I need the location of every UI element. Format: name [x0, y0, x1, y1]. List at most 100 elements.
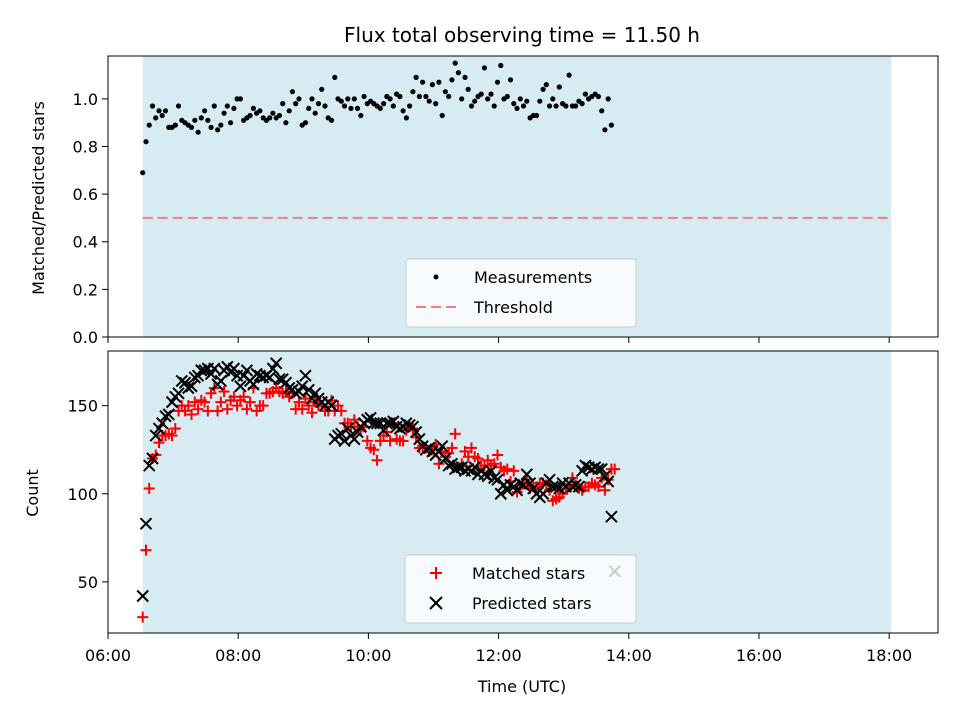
measurement-point — [429, 82, 435, 88]
legend-matched-label: Matched stars — [472, 564, 585, 583]
measurement-point — [211, 103, 217, 109]
matched-stars-point — [397, 435, 409, 447]
measurement-point — [208, 124, 214, 130]
predicted-stars-point — [383, 417, 397, 430]
measurement-point — [312, 110, 318, 116]
y-tick-label: 100 — [67, 485, 98, 504]
measurement-point — [439, 112, 445, 119]
measurement-point — [149, 103, 156, 109]
matched-stars-point — [221, 403, 233, 415]
matched-stars-point — [501, 463, 513, 475]
matched-stars-point — [215, 396, 227, 408]
matched-stars-point — [384, 435, 396, 447]
bottom-y-ticks: 50 100 150 — [67, 397, 108, 592]
measurement-point — [449, 77, 455, 83]
predicted-stars-point — [409, 425, 423, 439]
measurement-point — [267, 115, 273, 121]
predicted-stars-point — [325, 399, 338, 412]
measurement-point — [358, 112, 364, 119]
predicted-stars-point — [302, 383, 315, 396]
matched-stars-point — [169, 423, 181, 435]
measurement-point — [341, 103, 348, 109]
matched-stars-point — [202, 405, 214, 417]
y-tick-label: 150 — [67, 397, 98, 416]
measurement-point — [446, 93, 452, 100]
matched-stars-point — [368, 444, 380, 456]
measurement-point — [481, 65, 488, 71]
measurement-point — [390, 103, 396, 109]
top-x-ticks — [107, 337, 890, 343]
measurement-point — [462, 74, 468, 80]
measurement-point — [465, 86, 471, 92]
measurement-point — [153, 115, 159, 121]
measurement-point — [491, 103, 497, 109]
measurement-point — [387, 96, 393, 102]
measurement-point — [494, 79, 501, 85]
measurement-point — [202, 108, 208, 114]
top-panel-frame — [107, 55, 939, 338]
measurement-point — [573, 103, 579, 109]
measurement-point — [231, 105, 237, 111]
y-tick-label: 0.6 — [73, 185, 98, 204]
predicted-stars-point — [156, 417, 169, 430]
matched-stars-point — [299, 393, 311, 405]
predicted-stars-series — [136, 357, 621, 603]
measurement-point — [143, 139, 149, 145]
measurement-point — [198, 115, 204, 121]
measurement-point — [517, 96, 523, 102]
predicted-stars-point — [182, 381, 195, 395]
predicted-stars-point — [452, 461, 465, 474]
measurement-point — [322, 103, 328, 109]
bottom-panel-frame — [107, 350, 939, 634]
predicted-stars-point — [227, 362, 241, 375]
predicted-stars-point — [435, 439, 449, 453]
measurement-point — [286, 108, 292, 114]
measurement-point — [582, 91, 589, 97]
predicted-stars-point — [579, 459, 592, 472]
predicted-stars-point — [549, 480, 563, 493]
measurement-point — [416, 93, 422, 100]
measurement-point — [345, 96, 351, 102]
matched-stars-point — [228, 391, 240, 403]
bottom-x-ticks: 06:00 08:00 10:00 12:00 14:00 16:00 18:00 — [85, 633, 912, 665]
measurement-point — [221, 110, 227, 116]
measurement-point — [338, 98, 344, 104]
measurement-point — [436, 79, 442, 85]
measurement-point — [283, 120, 289, 126]
legend-threshold-label: Threshold — [473, 298, 553, 317]
x-tick-label: 12:00 — [476, 646, 522, 665]
matched-stars-point — [599, 484, 611, 496]
matched-stars-point — [492, 449, 504, 461]
measurement-point — [553, 103, 559, 109]
bottom-legend: Matched stars Predicted stars — [404, 554, 637, 624]
predicted-stars-point — [361, 413, 374, 426]
matched-stars-point — [472, 453, 484, 465]
predicted-stars-point — [149, 429, 162, 442]
y-tick-label: 1.0 — [73, 90, 98, 109]
matched-stars-point — [508, 465, 520, 477]
measurement-point — [215, 127, 221, 133]
predicted-stars-point — [162, 408, 175, 421]
measurement-point — [543, 82, 549, 88]
predicted-stars-point — [413, 432, 426, 446]
measurement-point — [605, 96, 611, 102]
top-legend-box — [405, 258, 637, 328]
measurement-point — [534, 112, 540, 119]
measurement-point — [270, 110, 276, 116]
measurement-point — [397, 93, 403, 100]
predicted-stars-point — [299, 369, 312, 382]
measurement-point — [403, 115, 409, 121]
measurement-point — [377, 105, 383, 111]
top-panel: 0.0 0.2 0.4 0.6 0.8 1.0 Flux total observing … — [29, 23, 939, 347]
measurement-point — [468, 103, 475, 109]
x-axis-label: Time (UTC) — [477, 677, 566, 696]
measurement-point — [478, 91, 484, 97]
matched-stars-point — [189, 396, 201, 408]
matched-stars-point — [218, 386, 230, 398]
matched-stars-point — [371, 454, 383, 466]
measurement-point — [237, 96, 243, 102]
predicted-stars-point — [234, 380, 247, 393]
measurements-series — [140, 60, 615, 176]
measurement-point — [602, 127, 608, 133]
